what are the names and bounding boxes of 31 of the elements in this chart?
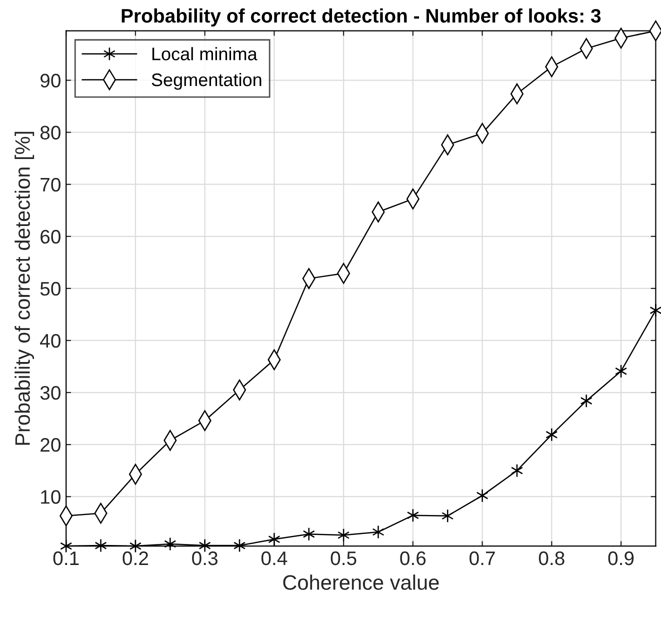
x-tick-label: 0.1 (53, 551, 79, 566)
y-tick-label: 40 (40, 334, 60, 348)
x-tick-label: 0.2 (122, 551, 148, 566)
point (476, 488, 488, 502)
x-tick-label: 0.4 (261, 551, 288, 566)
point (546, 428, 558, 442)
legend-label: Local minima (152, 47, 258, 60)
x-tick-label: 0.7 (470, 551, 495, 566)
y-tick-label: 50 (40, 282, 60, 296)
y-tick-label: 20 (40, 438, 60, 452)
y-tick-label: 90 (40, 74, 60, 88)
y-tick-label: 80 (40, 126, 60, 140)
y-tick-label: 70 (40, 178, 60, 192)
x-tick-label: 0.8 (538, 551, 564, 566)
point (268, 532, 280, 546)
x-tick-label: 0.5 (330, 551, 356, 566)
point (650, 303, 661, 318)
x-tick-label: 0.3 (192, 551, 218, 566)
point (372, 525, 384, 539)
y-tick-label: 10 (41, 490, 60, 504)
y-tick-label: 60 (40, 230, 60, 244)
chart-title: Probability of correct detection - Number of looks: 3 (122, 8, 601, 27)
point (164, 537, 176, 551)
legend-label: Segmentation (152, 72, 262, 90)
x-tick-label: 0.9 (608, 551, 634, 566)
x-axis-title: Coherence value (283, 574, 439, 590)
x-tick-label: 0.6 (400, 551, 426, 566)
y-axis-title: Probability of correct detection [%] (14, 132, 34, 445)
point (94, 538, 107, 552)
point (580, 394, 592, 408)
y-tick-label: 30 (40, 386, 60, 400)
